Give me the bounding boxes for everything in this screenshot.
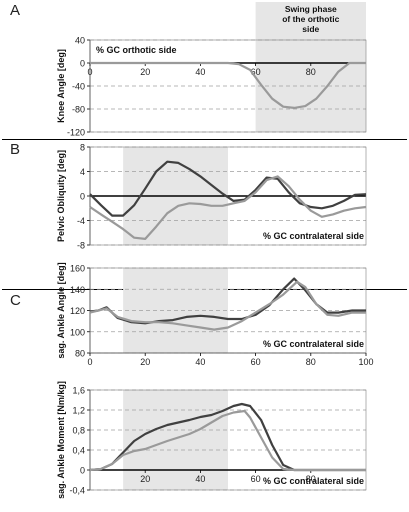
x-tick-label: 20 — [140, 357, 150, 367]
chart-panel-2: 8 4 0 -4 -8 % GC contralateral side Pelvic Obl… — [56, 143, 367, 251]
plot-frame — [89, 146, 367, 246]
x-tick-label: 0 — [87, 357, 92, 367]
series-line-dark — [89, 160, 367, 217]
series-line-light — [89, 175, 367, 240]
y-tick-label: 0,4 — [72, 446, 85, 456]
y-tick-label: 160 — [70, 264, 85, 274]
panel-letter-a: A — [10, 2, 21, 19]
y-tick-label: 40 — [75, 36, 85, 46]
x-tick-label: 60 — [251, 474, 261, 484]
x-tick-label: 0 — [87, 67, 92, 77]
x-axis-inner-label: % GC contralateral side — [263, 231, 364, 241]
y-tick-label: -120 — [67, 128, 85, 138]
x-axis-inner-label: % GC contralateral side — [263, 476, 364, 486]
series-line-light — [90, 61, 366, 110]
series-line-light — [89, 409, 366, 472]
x-tick-label: 100 — [358, 357, 373, 367]
x-axis-inner-label: % GC contralateral side — [263, 339, 364, 349]
y-tick-label: 120 — [70, 306, 85, 316]
y-tick-label: 0 — [80, 466, 85, 476]
y-tick-label: 140 — [70, 285, 85, 295]
y-tick-label: -0,4 — [69, 486, 85, 496]
x-tick-label: 40 — [195, 474, 205, 484]
y-tick-label: -4 — [77, 216, 85, 226]
x-tick-label: 60 — [251, 67, 261, 77]
x-tick-label: 80 — [306, 67, 316, 77]
x-tick-label: 20 — [140, 474, 150, 484]
y-tick-label: 100 — [70, 327, 85, 337]
y-tick-label: 1,6 — [72, 386, 85, 396]
y-axis-label: sag. Ankle Angle [deg] — [56, 262, 66, 358]
y-tick-label: 80 — [75, 349, 85, 359]
x-tick-label: 40 — [195, 67, 205, 77]
panel-separator-ab — [2, 139, 407, 140]
annotation-line: Swing phase — [285, 4, 337, 14]
shaded-region — [123, 390, 228, 490]
y-tick-label: -80 — [72, 105, 85, 115]
y-axis-label: sag. Ankle Moment [Nm/kg] — [56, 381, 66, 499]
annotation-line: side — [302, 24, 319, 34]
shaded-region — [255, 2, 366, 132]
panel-letter-b: B — [10, 141, 21, 158]
y-tick-label: 0 — [80, 192, 85, 202]
chart-panel-4: 1,6 1,2 0,8 0,4 0 -0,4 20 40 60 80% GC contralate… — [56, 381, 367, 499]
plot-frame — [89, 389, 367, 491]
y-tick-label: 0 — [80, 59, 85, 69]
y-tick-label: 4 — [80, 167, 85, 177]
y-tick-label: 0,8 — [72, 426, 85, 436]
series-line-light — [89, 280, 366, 331]
plot-frame — [89, 39, 367, 133]
x-tick-label: 60 — [251, 357, 261, 367]
y-tick-label: 8 — [80, 143, 85, 153]
y-axis-label: Knee Angle [deg] — [56, 49, 66, 123]
y-tick-label: -40 — [72, 82, 85, 92]
x-tick-label: 40 — [195, 357, 205, 367]
panel-letter-c: C — [10, 292, 21, 309]
x-axis-inner-label: % GC orthotic side — [96, 45, 177, 55]
y-axis-label: Pelvic Obliquity [deg] — [56, 150, 66, 242]
x-tick-label: 80 — [306, 357, 316, 367]
y-tick-label: -8 — [77, 241, 85, 251]
y-tick-label: 1,2 — [72, 406, 85, 416]
series-line-dark — [89, 402, 366, 472]
annotation-line: of the orthotic — [282, 14, 339, 24]
x-tick-label: 80 — [306, 474, 316, 484]
x-tick-label: 20 — [140, 67, 150, 77]
